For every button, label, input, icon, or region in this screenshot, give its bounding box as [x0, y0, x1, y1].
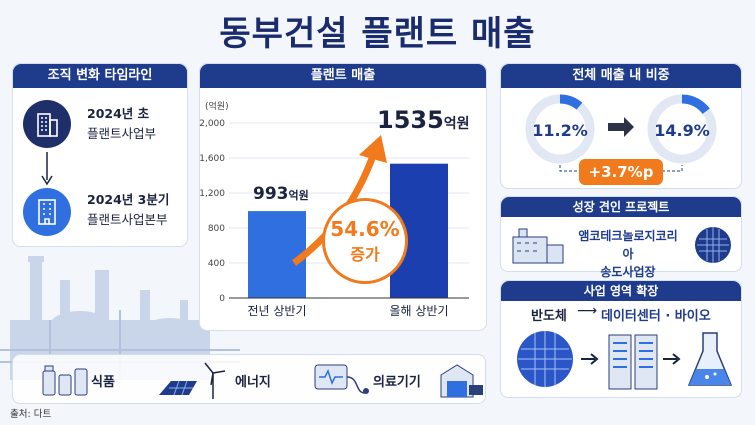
- page-title: 동부건설 플랜트 매출: [219, 14, 536, 54]
- building-icon: [23, 100, 71, 148]
- arrow-right-small-icon: ⟶: [577, 303, 598, 319]
- timeline-item-2-org: 플랜트사업본부: [87, 212, 168, 227]
- y-tick-label: 1,200: [199, 189, 225, 199]
- warehouse-truck-icon: [440, 364, 483, 398]
- y-tick-label: 0: [219, 294, 225, 304]
- timeline-panel: 조직 변화 타임라인 2024년 초 플랜트사업부 2024년 3분기 플랜트사…: [12, 63, 188, 247]
- value-label-prev-number: 993: [253, 184, 289, 204]
- arrow-to-bio-icon: [663, 353, 681, 365]
- bar-1: [248, 211, 306, 298]
- growth-arrow-head: [359, 135, 387, 163]
- growth-badge: 54.6% 증가: [322, 198, 408, 284]
- source-note: 출처: 다트: [10, 409, 52, 420]
- factory-icon: [512, 228, 564, 264]
- share-after-value: 14.9%: [654, 121, 710, 140]
- donut-before-arc: [559, 94, 583, 110]
- share-donuts: [525, 94, 717, 172]
- wafer-icon: [695, 227, 731, 263]
- arrow-to-datacenter-icon: [581, 353, 599, 365]
- project-name: 앰코테크놀로지코리아 송도사업장: [573, 227, 683, 281]
- delta-connector: [559, 165, 683, 172]
- industry-energy: 에너지: [235, 375, 271, 390]
- growth-value: 54.6%: [330, 217, 400, 241]
- project-name-line2: 송도사업장: [600, 265, 656, 279]
- semiconductor-wafer-icon: [517, 331, 573, 387]
- y-tick-label: 400: [208, 259, 225, 269]
- expansion-to: 데이터센터 · 바이오: [601, 309, 711, 324]
- project-panel: 성장 견인 프로젝트 앰코테크놀로지코리아 송도사업장: [500, 196, 742, 279]
- server-rack-icon: [608, 334, 658, 390]
- value-label-curr: 1535억원: [377, 106, 470, 134]
- expansion-header: 사업 영역 확장: [501, 281, 741, 301]
- timeline-item-2: 2024년 3분기 플랜트사업본부: [87, 190, 169, 230]
- project-header: 성장 견인 프로젝트: [501, 197, 741, 217]
- expansion-from: 반도체: [531, 309, 567, 324]
- y-tick-label: 800: [208, 224, 225, 234]
- y-tick-label: 1,600: [199, 154, 225, 164]
- timeline-item-1: 2024년 초 플랜트사업부: [87, 104, 156, 144]
- timeline-header: 조직 변화 타임라인: [13, 64, 187, 88]
- donut-after-arc: [681, 94, 710, 115]
- industry-bar: 식품 에너지 의료기기: [12, 354, 486, 404]
- timeline-item-2-date: 2024년 3분기: [87, 192, 170, 207]
- timeline-item-1-date: 2024년 초: [87, 106, 150, 121]
- industry-medical: 의료기기: [373, 375, 421, 390]
- value-label-prev-unit: 억원: [288, 189, 309, 202]
- expansion-panel: 사업 영역 확장 반도체 ⟶ 데이터센터 · 바이오: [500, 280, 742, 398]
- chart-header: 플랜트 매출: [200, 64, 486, 88]
- share-header: 전체 매출 내 비중: [501, 64, 741, 88]
- flask-icon: [687, 332, 733, 386]
- y-tick-label: 2,000: [199, 119, 225, 129]
- food-bottles-icon: [42, 365, 88, 396]
- x-category-label: 전년 상반기: [247, 304, 306, 318]
- industry-food: 식품: [91, 375, 115, 390]
- arrow-down-icon: [41, 152, 53, 186]
- office-tower-icon: [23, 188, 71, 236]
- arrow-right-icon: [608, 117, 634, 137]
- share-delta-badge: +3.7%p: [579, 159, 663, 185]
- growth-label: 증가: [350, 245, 380, 264]
- y-axis-unit: (억원): [205, 100, 229, 112]
- value-label-curr-unit: 억원: [443, 116, 470, 132]
- value-label-curr-number: 1535: [377, 106, 444, 134]
- timeline-item-1-org: 플랜트사업부: [87, 126, 157, 141]
- bar-chart: (억원) 0 400 800 1,200 1,600 2,000 전년 상반기 올해 상반기: [199, 100, 469, 318]
- x-category-label: 올해 상반기: [389, 304, 448, 318]
- solar-wind-icon: [159, 362, 226, 399]
- project-name-line1: 앰코테크놀로지코리아: [578, 229, 678, 261]
- value-label-prev: 993억원: [253, 184, 309, 204]
- share-before-value: 11.2%: [532, 121, 588, 140]
- medical-device-icon: [314, 364, 369, 394]
